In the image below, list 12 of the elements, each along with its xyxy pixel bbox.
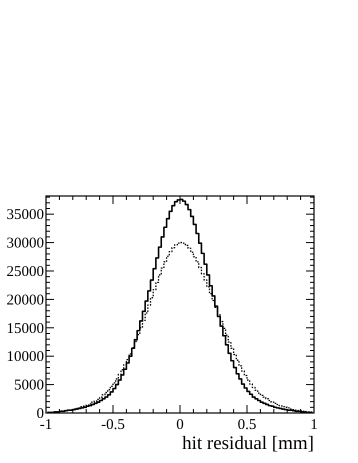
y-tick-label: 15000 <box>6 320 44 337</box>
y-tick-label: 35000 <box>6 207 44 224</box>
y-tick-label: 10000 <box>6 349 44 366</box>
x-axis-title: hit residual [mm] <box>182 433 314 454</box>
y-tick-label: 20000 <box>6 292 44 308</box>
x-tick-label: -0.5 <box>101 417 125 433</box>
y-tick-label: 25000 <box>6 264 44 280</box>
x-tick-label: 0 <box>176 417 184 433</box>
y-tick-label: 5000 <box>14 378 44 394</box>
x-tick-label: 1 <box>310 417 318 433</box>
x-tick-label: 0.5 <box>238 417 256 433</box>
y-tick-label: 30000 <box>6 236 44 252</box>
